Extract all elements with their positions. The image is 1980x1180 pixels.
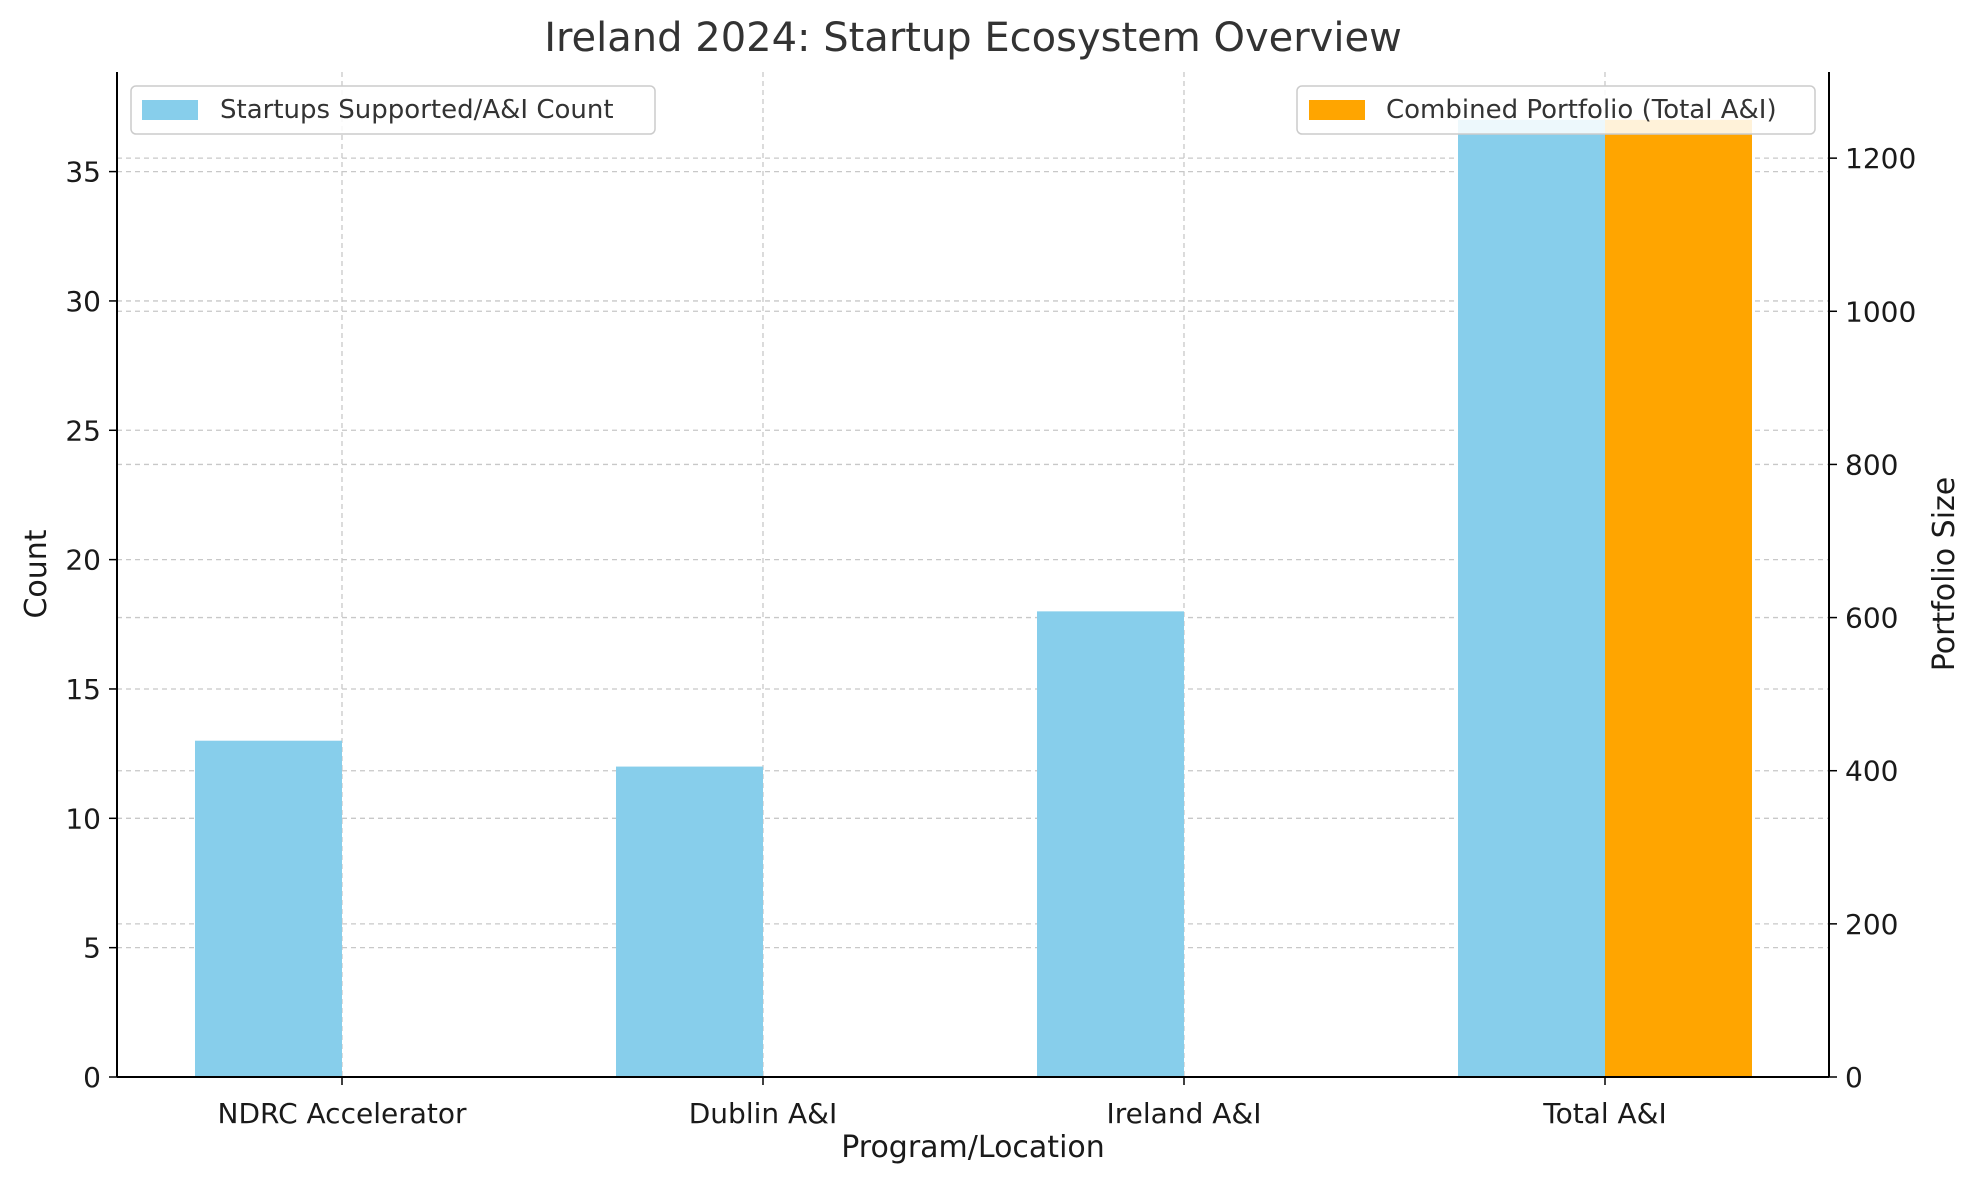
legend-left-frame: [130, 85, 656, 135]
left-tick-label: 20: [65, 544, 101, 577]
legend-right: Combined Portfolio (Total A&I): [1296, 85, 1816, 135]
bar-startups-count: [1458, 119, 1605, 1078]
right-tick-label: 200: [1845, 908, 1898, 941]
x-tick-label: Ireland A&I: [1107, 1097, 1262, 1130]
right-tick-label: 1000: [1845, 295, 1916, 328]
legend-left-swatch: [142, 100, 198, 120]
x-axis-ticks: NDRC Accelerator Dublin A&I Ireland A&I Tot…: [218, 1077, 1667, 1130]
left-tick-label: 0: [83, 1061, 101, 1094]
x-tick-label: NDRC Accelerator: [218, 1097, 467, 1130]
left-tick-label: 30: [65, 285, 101, 318]
legend-left: Startups Supported/A&I Count: [130, 85, 656, 135]
right-axis-ticks: 0 200 400 600 800 1000 1200: [1829, 142, 1916, 1094]
left-tick-label: 25: [65, 414, 101, 447]
left-axis-ticks: 0 5 10 15 20 25 30 35: [65, 156, 117, 1094]
legend-right-swatch: [1309, 100, 1365, 120]
x-tick-label: Total A&I: [1542, 1097, 1667, 1130]
right-tick-label: 0: [1845, 1061, 1863, 1094]
chart-title: Ireland 2024: Startup Ecosystem Overview: [544, 15, 1402, 61]
bar-startups-count: [195, 740, 342, 1077]
right-tick-label: 800: [1845, 448, 1898, 481]
axes: [116, 72, 1830, 1078]
bar-startups-count: [616, 766, 763, 1077]
left-tick-label: 15: [65, 673, 101, 706]
x-axis-label: Program/Location: [841, 1130, 1105, 1165]
legend-right-frame: [1296, 85, 1816, 135]
legend-left-label: Startups Supported/A&I Count: [220, 95, 614, 125]
left-tick-label: 10: [65, 802, 101, 835]
right-axis-label: Portfolio Size: [1927, 477, 1962, 672]
x-tick-label: Dublin A&I: [689, 1097, 838, 1130]
bars: [195, 119, 1752, 1078]
left-axis-label: Count: [19, 529, 54, 618]
right-tick-label: 1200: [1845, 142, 1916, 175]
bar-startups-count: [1037, 611, 1184, 1077]
bar-combined-portfolio: [1605, 119, 1752, 1078]
left-tick-label: 5: [83, 932, 101, 965]
left-tick-label: 35: [65, 156, 101, 189]
right-tick-label: 600: [1845, 602, 1898, 635]
right-tick-label: 400: [1845, 755, 1898, 788]
legend-right-label: Combined Portfolio (Total A&I): [1386, 95, 1777, 125]
